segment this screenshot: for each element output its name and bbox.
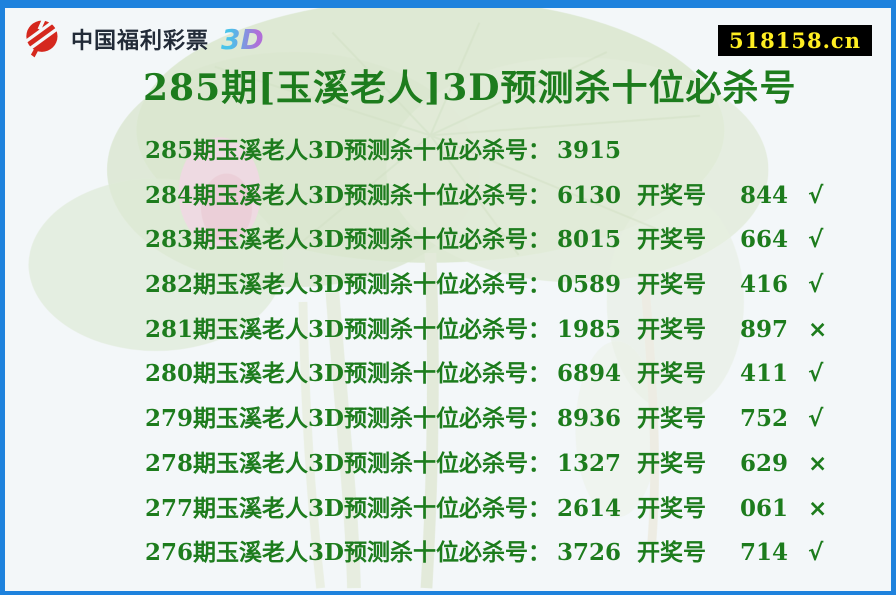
prediction-numbers: 2614 [556, 494, 621, 522]
result-mark: × [808, 450, 828, 477]
prediction-row: 279期玉溪老人3D预测杀十位必杀号： 8936 开奖号 752 √ [145, 397, 827, 442]
logo-3d-label: 3D [221, 22, 264, 56]
prediction-row: 285期玉溪老人3D预测杀十位必杀号： 3915 [145, 129, 827, 174]
result-mark: √ [808, 540, 824, 567]
result-mark: √ [808, 272, 824, 299]
prediction-prefix: 284期玉溪老人3D预测杀十位必杀号： [145, 181, 551, 209]
prediction-numbers: 3726 [556, 539, 621, 567]
welfare-lottery-icon [22, 18, 61, 58]
prediction-row: 283期玉溪老人3D预测杀十位必杀号： 8015 开奖号 664 √ [145, 218, 827, 263]
prediction-list: 285期玉溪老人3D预测杀十位必杀号： 3915 284期玉溪老人3D预测杀十位必… [145, 129, 827, 576]
draw-label: 开奖号 [636, 226, 706, 254]
prediction-prefix: 276期玉溪老人3D预测杀十位必杀号： [145, 539, 551, 567]
logo-text: 中国福利彩票 [71, 29, 210, 54]
draw-label: 开奖号 [636, 494, 706, 522]
prediction-numbers: 6894 [556, 360, 621, 388]
draw-number: 411 [739, 360, 788, 388]
draw-number: 714 [739, 539, 788, 567]
draw-number: 416 [739, 271, 788, 299]
result-mark: × [808, 316, 828, 343]
prediction-numbers: 8015 [556, 226, 621, 254]
prediction-row: 281期玉溪老人3D预测杀十位必杀号： 1985 开奖号 897 × [145, 308, 827, 353]
result-mark: √ [808, 182, 824, 209]
site-logo[interactable]: 中国福利彩票 3D [19, 16, 264, 62]
draw-label: 开奖号 [636, 449, 706, 477]
draw-label: 开奖号 [636, 181, 706, 209]
prediction-row: 277期玉溪老人3D预测杀十位必杀号： 2614 开奖号 061 × [145, 487, 827, 532]
prediction-prefix: 285期玉溪老人3D预测杀十位必杀号： [145, 137, 551, 164]
prediction-prefix: 279期玉溪老人3D预测杀十位必杀号： [145, 405, 551, 433]
draw-number: 897 [739, 315, 788, 343]
draw-label: 开奖号 [636, 271, 706, 299]
domain-badge: 518158.cn [717, 25, 872, 56]
draw-number: 664 [739, 226, 788, 254]
draw-label: 开奖号 [636, 405, 706, 433]
prediction-numbers: 6130 [556, 181, 621, 209]
prediction-row: 282期玉溪老人3D预测杀十位必杀号： 0589 开奖号 416 √ [145, 263, 827, 308]
prediction-prefix: 280期玉溪老人3D预测杀十位必杀号： [145, 360, 551, 388]
prediction-numbers: 8936 [556, 405, 621, 433]
prediction-row: 276期玉溪老人3D预测杀十位必杀号： 3726 开奖号 714 √ [145, 531, 827, 576]
prediction-prefix: 277期玉溪老人3D预测杀十位必杀号： [145, 494, 551, 522]
prediction-prefix: 282期玉溪老人3D预测杀十位必杀号： [145, 271, 551, 299]
draw-label: 开奖号 [636, 360, 706, 388]
draw-number: 752 [739, 405, 788, 433]
result-mark: × [808, 495, 828, 522]
prediction-prefix: 281期玉溪老人3D预测杀十位必杀号： [145, 315, 551, 343]
prediction-row: 280期玉溪老人3D预测杀十位必杀号： 6894 开奖号 411 √ [145, 352, 827, 397]
draw-number: 844 [739, 181, 788, 209]
draw-number: 629 [739, 449, 788, 477]
prediction-row: 278期玉溪老人3D预测杀十位必杀号： 1327 开奖号 629 × [145, 442, 827, 487]
result-mark: √ [808, 361, 824, 388]
draw-label: 开奖号 [636, 539, 706, 567]
prediction-prefix: 283期玉溪老人3D预测杀十位必杀号： [145, 226, 551, 254]
prediction-numbers: 1985 [556, 315, 621, 343]
draw-label: 开奖号 [636, 315, 706, 343]
prediction-numbers: 0589 [556, 271, 621, 299]
prediction-row: 284期玉溪老人3D预测杀十位必杀号： 6130 开奖号 844 √ [145, 174, 827, 219]
prediction-numbers: 3915 [556, 137, 621, 164]
page-title: 285期[玉溪老人]3D预测杀十位必杀号 [143, 67, 797, 109]
draw-number: 061 [739, 494, 788, 522]
result-mark: √ [808, 406, 824, 433]
prediction-prefix: 278期玉溪老人3D预测杀十位必杀号： [145, 449, 551, 477]
prediction-numbers: 1327 [556, 449, 621, 477]
result-mark: √ [808, 227, 824, 254]
page: 中国福利彩票 3D 518158.cn 285期[玉溪老人]3D预测杀十位必杀号… [5, 8, 891, 591]
